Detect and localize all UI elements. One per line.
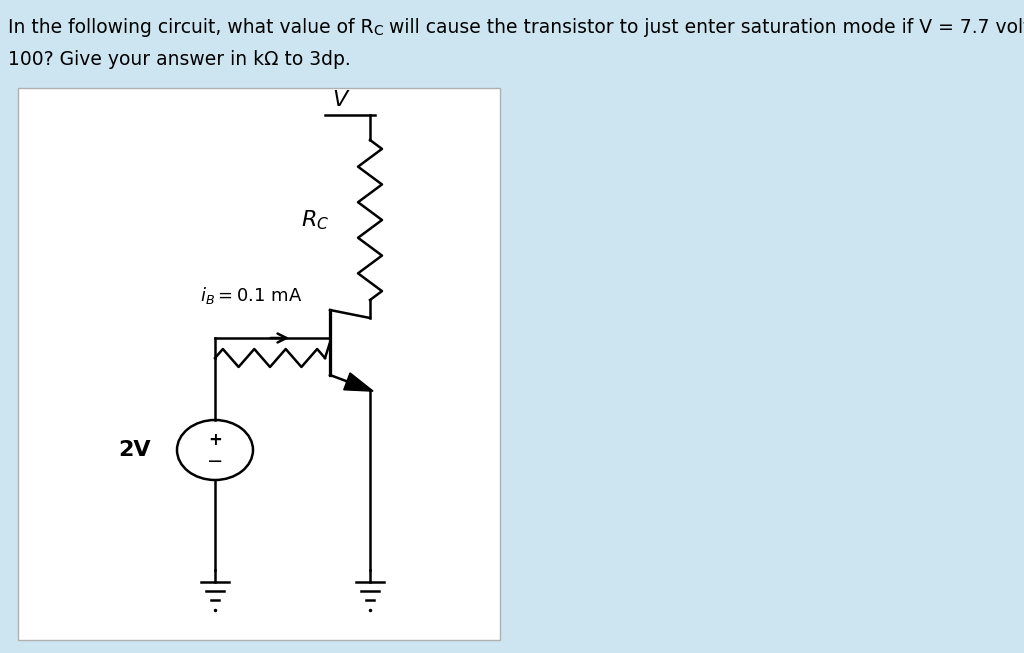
Bar xyxy=(18,88,500,640)
Text: −: − xyxy=(207,453,223,471)
Text: In the following circuit, what value of R: In the following circuit, what value of … xyxy=(8,18,374,37)
Text: V: V xyxy=(333,90,347,110)
Text: 100? Give your answer in kΩ to 3dp.: 100? Give your answer in kΩ to 3dp. xyxy=(8,50,351,69)
Text: $i_B = 0.1\ \mathrm{mA}$: $i_B = 0.1\ \mathrm{mA}$ xyxy=(200,285,302,306)
Text: +: + xyxy=(208,431,222,449)
Text: will cause the transistor to just enter saturation mode if V = 7.7 volts and β =: will cause the transistor to just enter … xyxy=(383,18,1024,37)
Text: C: C xyxy=(373,24,383,38)
Text: 2V: 2V xyxy=(119,440,152,460)
Text: $R_C$: $R_C$ xyxy=(301,208,329,232)
Polygon shape xyxy=(344,373,373,391)
